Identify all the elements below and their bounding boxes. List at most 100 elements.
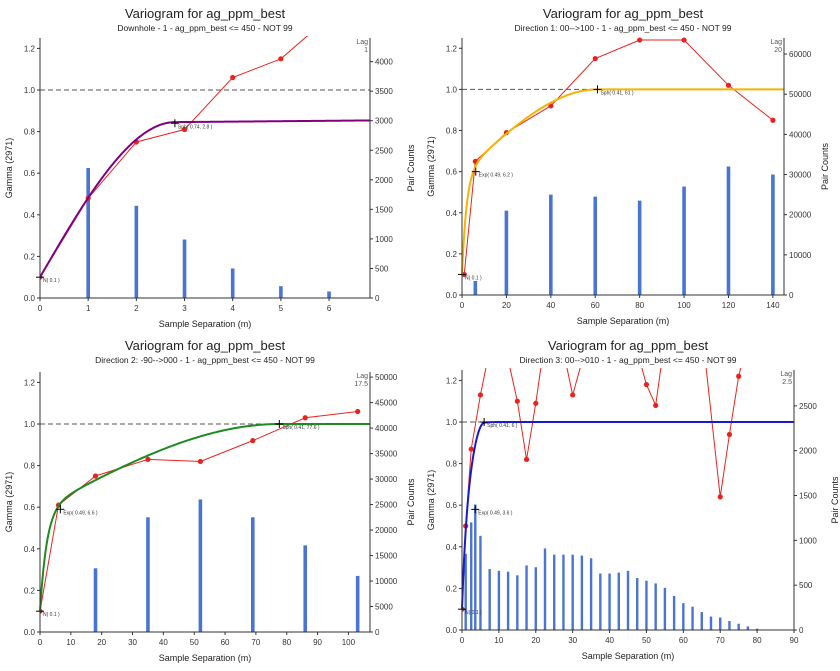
pair-count-bar [488,569,491,630]
experimental-point [181,126,188,133]
y2-tick-label: 2000 [375,176,393,185]
pair-count-bar [571,554,574,630]
y2-tick-label: 3000 [375,117,393,126]
y-tick-label: 0.6 [446,501,458,510]
x-tick-label: 80 [635,301,644,310]
pair-count-bar [637,200,642,295]
x-tick-label: 40 [546,301,555,310]
pair-count-bar [608,573,611,630]
experimental-point [302,415,308,421]
variogram-panel-1: Variogram for ag_ppm_best Downhole - 1 - … [4,6,416,329]
pair-count-bar [553,554,556,630]
experimental-point [681,37,687,43]
x-tick-label: 0 [460,636,465,645]
lag-label: Lag [356,39,368,46]
y2-axis-label: Pair Counts [820,142,830,190]
model-marker-label: N( 0.1 ) [43,278,60,284]
x-tick-label: 70 [251,638,260,647]
y2-tick-label: 0 [375,628,380,637]
y-tick-label: 0.2 [24,586,36,595]
x-tick-label: 5 [279,304,284,313]
y-tick-label: 0.6 [24,169,36,178]
y-tick-label: 1.0 [446,85,458,94]
pair-count-bar [303,545,308,632]
experimental-point [230,74,236,81]
pair-count-bar [474,504,477,630]
y2-tick-label: 40000 [789,130,812,139]
experimental-line [40,36,309,278]
pair-count-bar [198,499,203,632]
model-marker-label: N( 0.1 ) [465,610,482,616]
y2-tick-label: 2500 [375,146,393,155]
x-tick-label: 80 [282,638,291,647]
x-axis-label: Sample Separation (m) [159,319,252,329]
lag-value: 1 [364,47,368,54]
y2-tick-label: 10000 [789,251,812,260]
pair-count-bar [497,570,501,630]
pair-count-bar [506,571,510,630]
y-tick-label: 1.2 [446,376,458,385]
y2-tick-label: 5000 [375,603,393,612]
y2-axis-label: Pair Counts [406,478,416,526]
x-tick-label: 50 [642,636,651,645]
experimental-point [770,117,776,123]
chart-title: Variogram for ag_ppm_best [548,338,709,353]
chart-subtitle: Direction 2: -90-->000 - 1 - ag_ppm_best… [95,355,315,365]
x-tick-label: 30 [568,636,577,645]
lag-value: 17.5 [354,381,368,388]
pair-count-bars [93,499,360,632]
experimental-point [637,37,643,43]
y-tick-label: 0.0 [24,294,36,303]
y2-tick-label: 30000 [375,475,398,484]
x-axis-label: Sample Separation (m) [577,316,670,326]
x-tick-label: 4 [230,304,235,313]
x-tick-label: 20 [97,638,106,647]
x-tick-label: 70 [716,636,725,645]
x-tick-label: 30 [128,638,137,647]
pair-count-bar [617,572,620,630]
pair-count-bar [691,606,694,630]
x-tick-label: 60 [221,638,230,647]
pair-count-bar [672,595,676,630]
chart-title: Variogram for ag_ppm_best [543,6,704,21]
pair-count-bar [737,623,740,630]
experimental-point [643,381,650,388]
x-tick-label: 60 [679,636,688,645]
x-tick-label: 80 [753,636,762,645]
y2-tick-label: 1500 [799,492,817,501]
experimental-point [755,305,760,310]
y2-tick-label: 1500 [375,205,393,214]
x-tick-label: 60 [591,301,600,310]
x-tick-label: 10 [494,636,503,645]
y-tick-label: 1.2 [24,378,36,387]
y2-tick-label: 60000 [789,50,812,59]
experimental-line [462,368,742,610]
model-marker-label: Sph( 0.41, 6 ) [487,423,518,429]
experimental-point [570,392,576,398]
y2-tick-label: 1000 [799,536,817,545]
experimental-point [326,15,331,20]
x-tick-label: 10 [66,638,75,647]
y2-tick-label: 50000 [789,90,812,99]
experimental-point [355,408,361,415]
model-marker-label: Sph( 0.41, 77.6 ) [282,425,320,431]
pair-count-bar [562,554,565,630]
y2-tick-label: 2000 [799,447,817,456]
pair-count-bar [746,626,750,630]
x-tick-label: 3 [182,304,187,313]
x-axis-label: Sample Separation (m) [582,651,675,661]
pair-count-bar [636,578,639,630]
y-tick-label: 0.6 [24,503,36,512]
experimental-point [542,336,547,341]
model-marker-label: Exp( 0.49, 6.6 ) [63,510,98,516]
y2-tick-label: 35000 [375,450,398,459]
pair-count-bar [593,196,598,295]
pair-count-bars [464,504,759,630]
y2-tick-label: 1000 [375,235,393,244]
pair-count-bar [464,553,467,630]
x-tick-label: 0 [460,301,465,310]
model-marker-label: N( 0.1 ) [43,612,60,618]
y-tick-label: 0.2 [446,584,458,593]
y-tick-label: 1.0 [446,418,458,427]
